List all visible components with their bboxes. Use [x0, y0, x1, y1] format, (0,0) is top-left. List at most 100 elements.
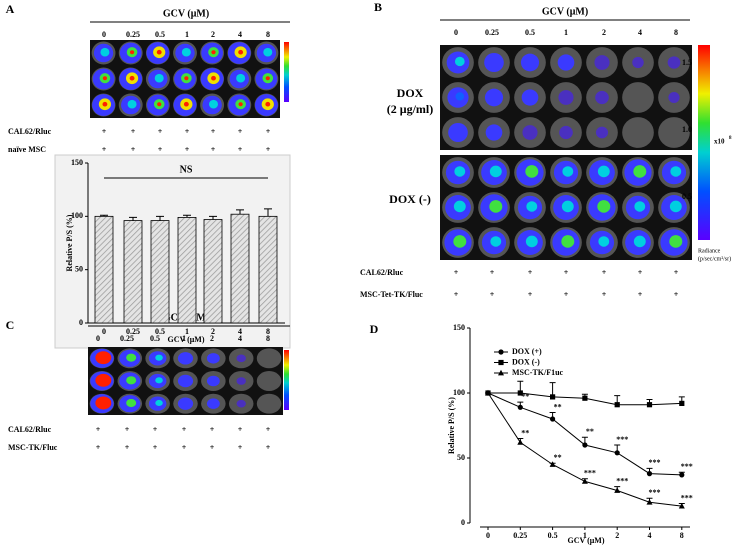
significance-label: *** — [584, 469, 596, 478]
bar — [94, 215, 114, 324]
bar — [230, 213, 250, 324]
colorbar — [698, 45, 710, 240]
well-signal — [520, 53, 540, 72]
colorbar-tick: 1.5 — [682, 58, 692, 67]
well-core — [238, 102, 243, 107]
x-tick-label: 1 — [583, 531, 587, 540]
significance-label: ** — [554, 453, 562, 462]
point — [550, 416, 556, 422]
well-core — [156, 49, 162, 55]
row-mark: + — [96, 425, 101, 434]
dose-label: 4 — [238, 30, 242, 39]
error-bar — [183, 214, 191, 218]
x-tick-label: 4 — [648, 531, 652, 540]
well-hotspot — [263, 47, 273, 57]
dose-label: 2 — [211, 30, 215, 39]
row-mark: + — [158, 145, 163, 154]
row-mark: + — [238, 443, 243, 452]
row-mark: + — [602, 290, 607, 299]
well-signal — [484, 88, 504, 107]
well-hotspot — [155, 354, 163, 361]
x-tick-label: 0 — [486, 531, 490, 540]
row-mark: + — [238, 425, 243, 434]
x-axis-label: GCV (μM) — [567, 536, 604, 545]
well-signal — [557, 54, 575, 71]
y-tick-label: 100 — [453, 388, 465, 397]
row-mark: + — [266, 127, 271, 136]
x-axis-label: GCV (μM) — [167, 335, 204, 344]
well-signal — [522, 125, 538, 140]
row-mark: + — [638, 268, 643, 277]
well — [622, 82, 654, 113]
well-signal — [595, 126, 609, 139]
x-tick-label: 0.25 — [126, 327, 140, 336]
row-mark: + — [211, 127, 216, 136]
point — [517, 439, 524, 445]
well-hotspot — [126, 376, 137, 385]
point — [679, 472, 685, 478]
significance-label: ** — [554, 402, 562, 411]
point — [582, 442, 588, 448]
row-mark: + — [131, 145, 136, 154]
well-signal — [236, 399, 246, 408]
well-core — [102, 76, 108, 81]
y-tick-label: 0 — [461, 518, 465, 527]
x-tick-label: 0.5 — [155, 327, 165, 336]
dose-label: 1 — [185, 30, 189, 39]
error-bar — [156, 215, 164, 221]
row-mark: + — [266, 145, 271, 154]
well-signal — [206, 398, 220, 409]
row-label: CAL62/Rluc — [8, 425, 52, 434]
well-signal — [595, 90, 609, 105]
well-hotspot — [126, 398, 137, 408]
row-mark: + — [182, 443, 187, 452]
well-signal — [206, 353, 220, 364]
condition-label: DOX — [397, 86, 424, 100]
well-signal — [668, 92, 680, 103]
row-label: CAL62/Rluc — [360, 268, 404, 277]
well-hotspot — [597, 200, 611, 213]
well-core — [102, 101, 108, 107]
error-bar — [129, 216, 137, 221]
y-axis-label: Relative P/S (%) — [447, 397, 456, 454]
point — [678, 502, 685, 509]
colorbar-tick: 1.0 — [682, 125, 692, 134]
well-hotspot — [453, 200, 466, 213]
row-mark: + — [238, 145, 243, 154]
well-hotspot — [154, 73, 164, 83]
error-bar — [209, 215, 217, 220]
well-hotspot — [209, 99, 218, 109]
dose-label: 8 — [674, 28, 678, 37]
well-hotspot — [181, 47, 191, 57]
chart-frame — [54, 154, 291, 349]
row-mark: + — [102, 127, 107, 136]
row-mark: + — [564, 290, 569, 299]
well-hotspot — [490, 236, 502, 247]
well-hotspot — [597, 165, 610, 178]
row-mark: + — [266, 425, 271, 434]
row-mark: + — [674, 268, 679, 277]
well-hotspot — [633, 165, 647, 178]
dose-label: 8 — [266, 30, 270, 39]
well-hotspot — [670, 166, 682, 177]
y-tick-label: 150 — [453, 323, 465, 332]
bar — [150, 220, 170, 324]
well-signal — [667, 56, 681, 69]
condition-label: (2 μg/ml) — [387, 102, 433, 116]
panel-header: GCV (μM) — [542, 6, 588, 17]
dose-label: 0.5 — [525, 28, 535, 37]
well-signal — [484, 52, 504, 73]
row-mark: + — [153, 425, 158, 434]
well-signal — [448, 122, 468, 143]
colorbar-title: Radiance — [698, 248, 721, 254]
row-mark: + — [211, 145, 216, 154]
significance-label: *** — [649, 458, 661, 467]
dose-label: 0.5 — [150, 334, 160, 343]
row-mark: + — [238, 127, 243, 136]
point — [614, 402, 620, 408]
well-hotspot — [561, 200, 574, 213]
well-hotspot — [454, 166, 466, 177]
point — [679, 400, 685, 406]
well-signal — [177, 352, 194, 365]
well-signal — [206, 375, 220, 387]
